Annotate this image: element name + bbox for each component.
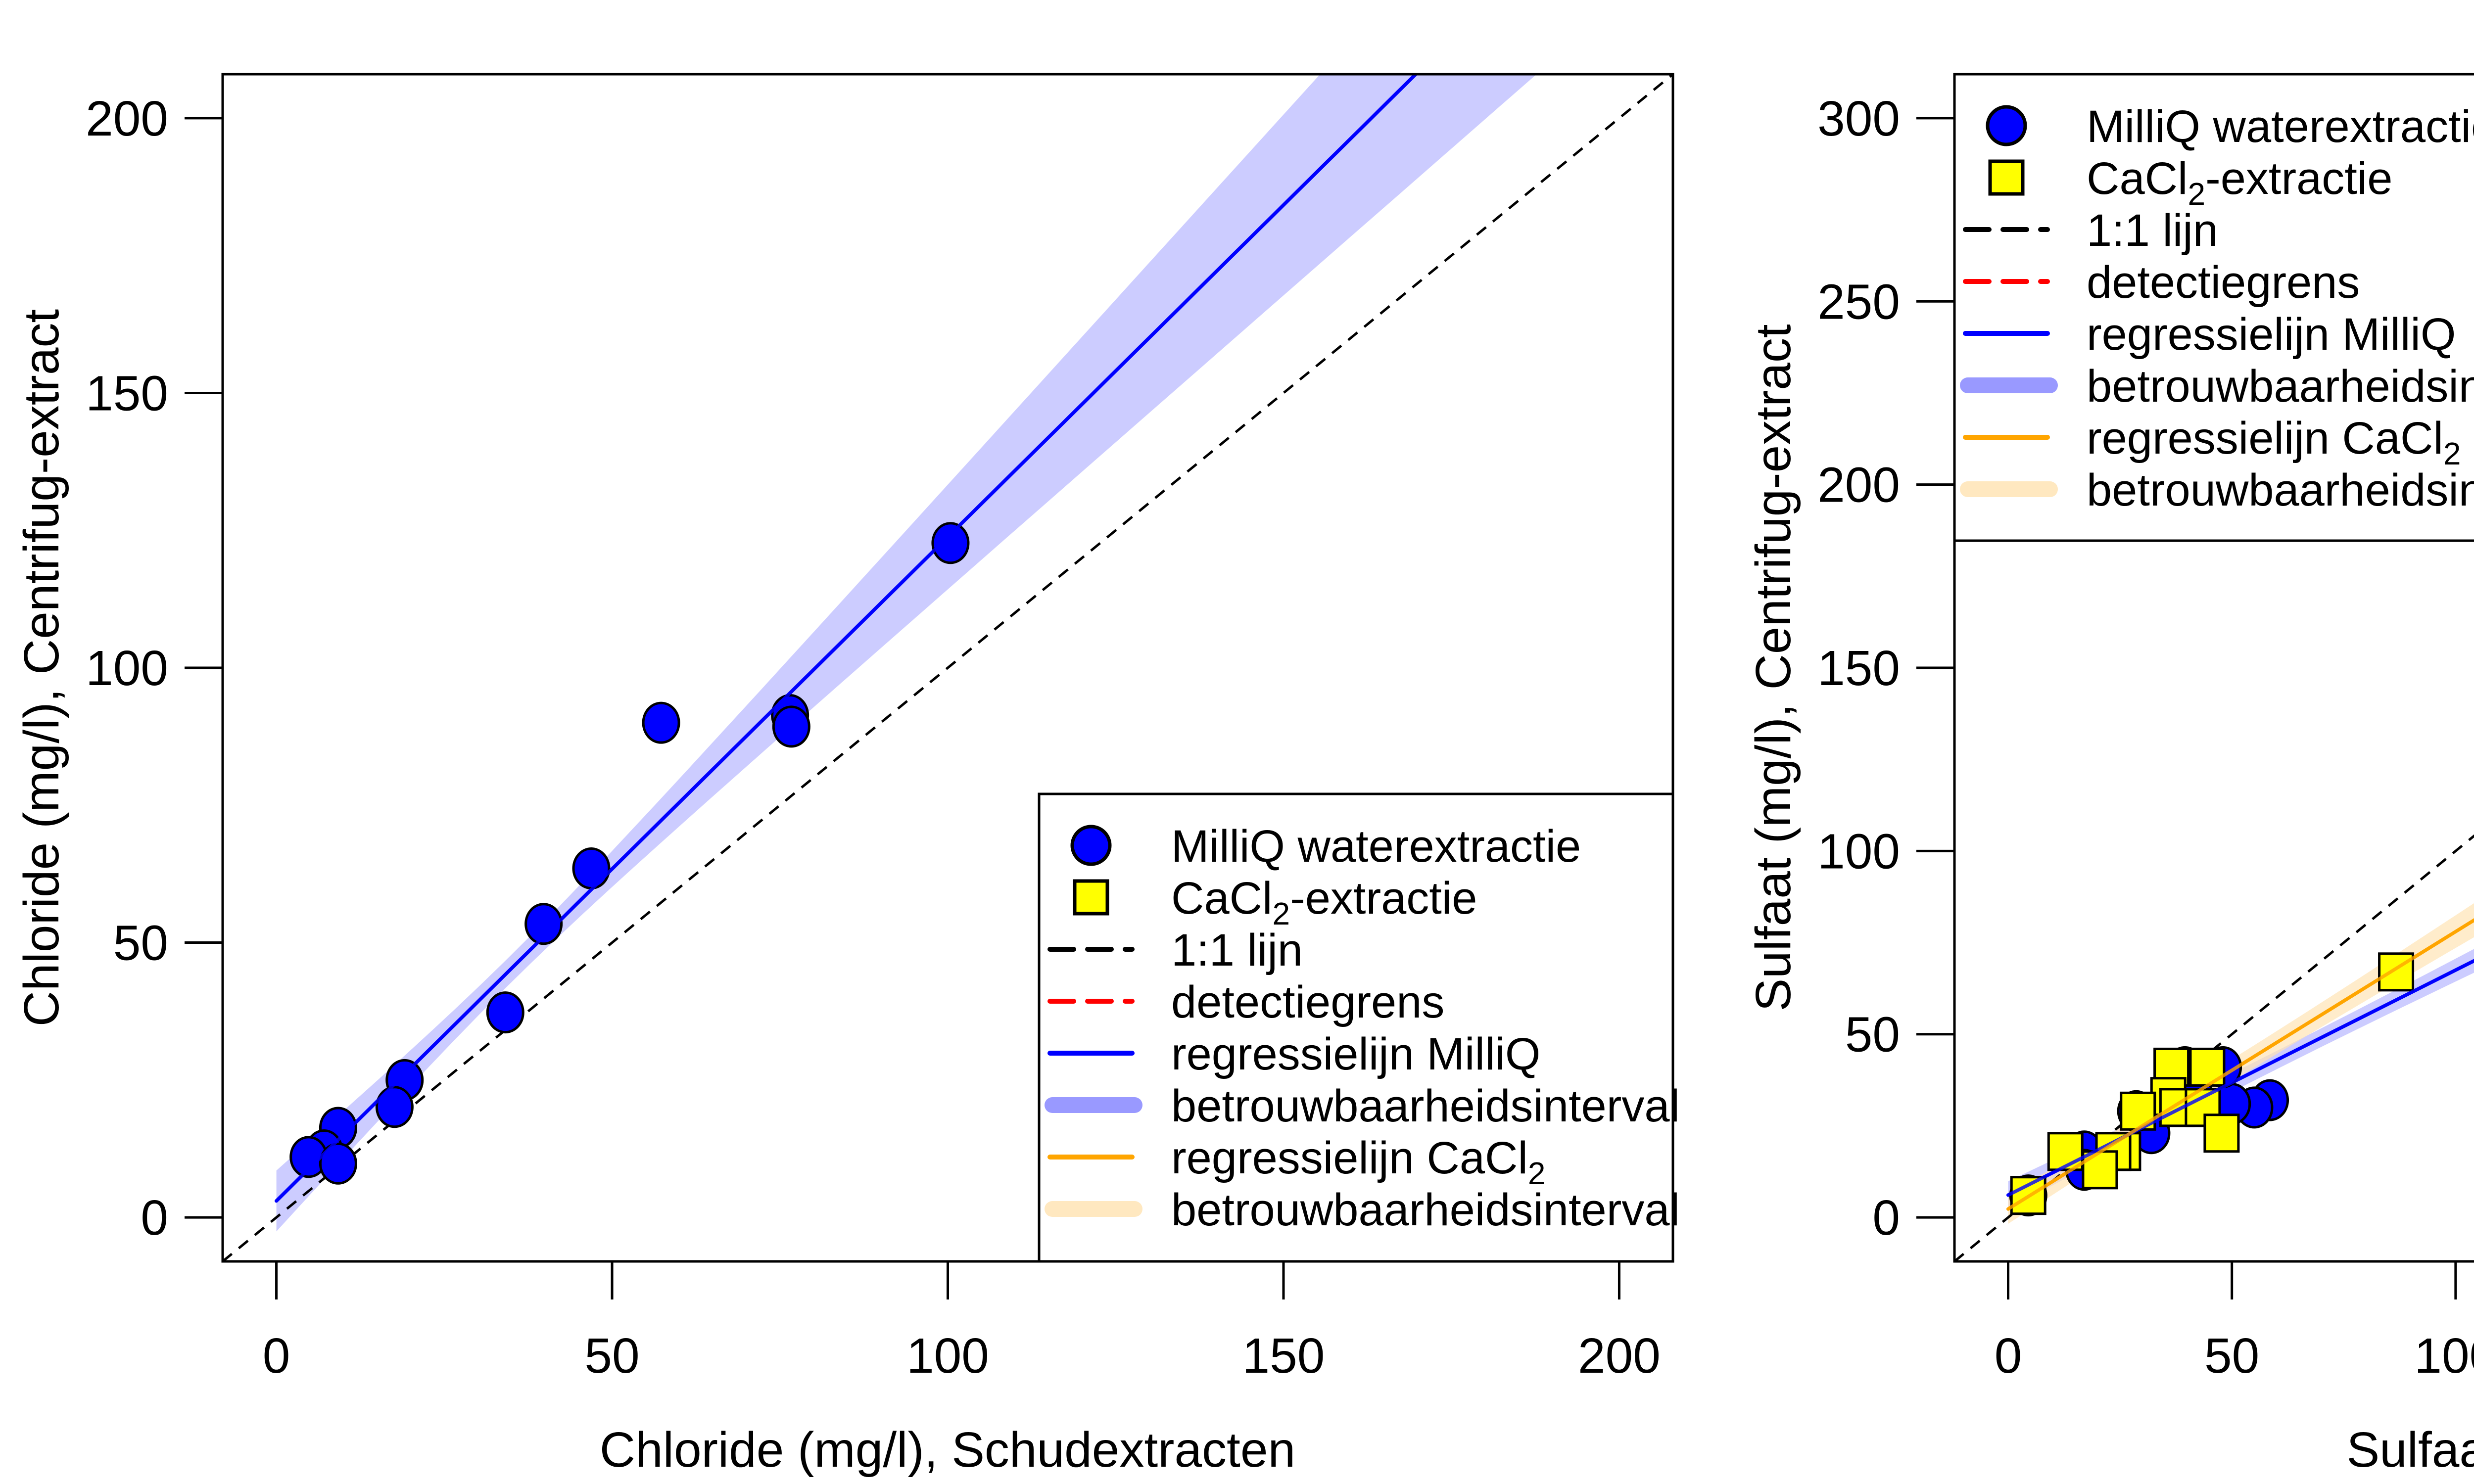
sulfaat-plot-area xyxy=(1954,834,2474,1261)
chloride-x-tick-label: 150 xyxy=(1242,1328,1325,1384)
chloride-y-tick-label: 150 xyxy=(86,366,168,421)
chloride-axes: 0 50 100 150 200 0 50 100 150 200 xyxy=(86,91,1661,1384)
sulfaat-legend-item-cacl2-points: CaCl2-extractie xyxy=(1988,153,2392,212)
chloride-y-tick-label: 50 xyxy=(113,916,168,971)
legend-label: betrouwbaarheidsinterval xyxy=(2087,465,2474,515)
chloride-y-tick-label: 0 xyxy=(141,1190,168,1246)
sulfaat-y-tick-label: 0 xyxy=(1872,1190,1900,1246)
legend-label: regressielijn CaCl2 xyxy=(2087,413,2461,471)
chloride-x-tick-label: 100 xyxy=(906,1328,989,1384)
legend-label: 1:1 lijn xyxy=(2087,205,2218,256)
chloride-plot-area xyxy=(223,74,1673,1261)
chloride-milliq-point xyxy=(375,1086,414,1128)
sulfaat-y-tick-label: 200 xyxy=(1817,458,1900,513)
chloride-milliq-regression-line-overlay xyxy=(275,74,1419,1203)
legend-label: regressielijn MilliQ xyxy=(2087,309,2456,360)
sulfaat-y-tick-label: 300 xyxy=(1817,91,1900,146)
legend-label: CaCl2-extractie xyxy=(1171,873,1477,931)
sulfaat-legend-item-milliq-points: MilliQ waterextractie xyxy=(1986,101,2474,152)
sulfaat-axes: 050100150200250300050100150200250300 xyxy=(1817,91,2474,1384)
chloride-x-tick-label: 0 xyxy=(263,1328,290,1384)
legend-label: CaCl2-extractie xyxy=(2087,153,2392,212)
chloride-milliq-point xyxy=(642,701,680,744)
legend-label: betrouwbaarheidsinterval xyxy=(1171,1081,1680,1131)
chloride-milliq-point xyxy=(772,705,810,748)
legend-label: detectiegrens xyxy=(2087,257,2360,308)
legend-circle-icon xyxy=(1070,825,1112,866)
legend-label: MilliQ waterextractie xyxy=(2087,101,2474,152)
chloride-x-tick-label: 200 xyxy=(1578,1328,1661,1384)
chloride-legend-item-milliq-regression: regressielijn MilliQ xyxy=(1047,1029,1540,1079)
chloride-y-axis-title: Chloride (mg/l), Centrifug-extract xyxy=(14,309,69,1027)
chloride-milliq-point xyxy=(931,522,970,564)
sulfaat-legend-item-cacl2-regression: regressielijn CaCl2 xyxy=(1963,413,2461,471)
chloride-legend-item-cacl2-points: CaCl2-extractie xyxy=(1073,873,1477,931)
sulfaat-cacl2-point xyxy=(2203,1113,2240,1153)
sulfaat-legend-item-milliq-regression: regressielijn MilliQ xyxy=(1963,309,2456,360)
legend-square-icon xyxy=(1073,879,1109,916)
sulfaat-x-tick-label: 0 xyxy=(1995,1328,2022,1384)
legend-square-icon xyxy=(1988,159,2025,196)
sulfaat-milliq-regression-line-overlay xyxy=(2006,959,2474,1197)
sulfaat-x-tick-label: 50 xyxy=(2204,1328,2259,1384)
legend-label: 1:1 lijn xyxy=(1171,925,1303,975)
chloride-milliq-point xyxy=(572,847,611,890)
chloride-panel: 0 50 100 150 200 0 50 100 150 200 Chloride (mg/l)… xyxy=(14,73,1680,1478)
sulfaat-y-tick-label: 50 xyxy=(1845,1007,1900,1063)
sulfaat-legend-item-one-to-one: 1:1 lijn xyxy=(1963,205,2218,256)
chloride-milliq-point xyxy=(486,991,524,1034)
sulfaat-y-axis-title: Sulfaat (mg/l), Centrifug-extract xyxy=(1746,324,1801,1012)
sulfaat-y-tick-label: 150 xyxy=(1817,641,1900,696)
sulfaat-y-tick-label: 250 xyxy=(1817,274,1900,329)
sulfaat-cacl2-point xyxy=(2378,952,2415,992)
legend-label: detectiegrens xyxy=(1171,977,1444,1027)
sulfaat-legend-box xyxy=(1953,73,2474,542)
chloride-milliq-point xyxy=(524,903,563,945)
chloride-legend-item-milliq-points: MilliQ waterextractie xyxy=(1070,821,1581,872)
chloride-y-tick-label: 100 xyxy=(86,641,168,696)
sulfaat-y-tick-label: 100 xyxy=(1817,824,1900,879)
legend-circle-icon xyxy=(1986,105,2027,146)
legend-label: betrouwbaarheidsinterval xyxy=(1171,1185,1680,1235)
chloride-y-tick-label: 200 xyxy=(86,91,168,146)
chloride-legend-item-detection-limit: detectiegrens xyxy=(1047,977,1444,1027)
sulfaat-panel: 050100150200250300050100150200250300 Sul… xyxy=(1746,73,2474,1478)
sulfaat-cacl2-regression-line-overlay xyxy=(2006,918,2474,1211)
sulfaat-legend: MilliQ waterextractieCaCl2-extractie1:1 … xyxy=(1953,73,2474,542)
chloride-x-tick-label: 50 xyxy=(584,1328,639,1384)
chloride-x-axis-title: Chloride (mg/l), Schudextracten xyxy=(600,1422,1295,1478)
legend-label: regressielijn CaCl2 xyxy=(1171,1133,1546,1191)
sulfaat-legend-item-detection-limit: detectiegrens xyxy=(1963,257,2360,308)
legend-label: regressielijn MilliQ xyxy=(1171,1029,1540,1079)
sulfaat-cacl2-point xyxy=(2082,1150,2118,1190)
chloride-legend-box xyxy=(1038,792,1674,1263)
chloride-milliq-point xyxy=(319,1142,357,1185)
sulfaat-legend-item-cacl2-ci: betrouwbaarheidsinterval xyxy=(1960,465,2474,515)
chloride-one-to-one-line xyxy=(223,74,1673,1261)
chloride-legend-item-cacl2-ci: betrouwbaarheidsinterval xyxy=(1045,1185,1680,1235)
chloride-legend-item-one-to-one: 1:1 lijn xyxy=(1047,925,1303,975)
chloride-legend-item-milliq-ci: betrouwbaarheidsinterval xyxy=(1045,1081,1680,1131)
legend-label: MilliQ waterextractie xyxy=(1171,821,1581,872)
sulfaat-x-axis-title: Sulfaat (mg/l), Schudextracten xyxy=(2346,1422,2474,1478)
chloride-legend: MilliQ waterextractieCaCl2-extractie1:1 … xyxy=(1038,792,1680,1263)
chloride-legend-item-cacl2-regression: regressielijn CaCl2 xyxy=(1047,1133,1546,1191)
sulfaat-legend-item-milliq-ci: betrouwbaarheidsinterval xyxy=(1960,361,2474,412)
legend-label: betrouwbaarheidsinterval xyxy=(2087,361,2474,412)
sulfaat-x-tick-label: 100 xyxy=(2414,1328,2474,1384)
